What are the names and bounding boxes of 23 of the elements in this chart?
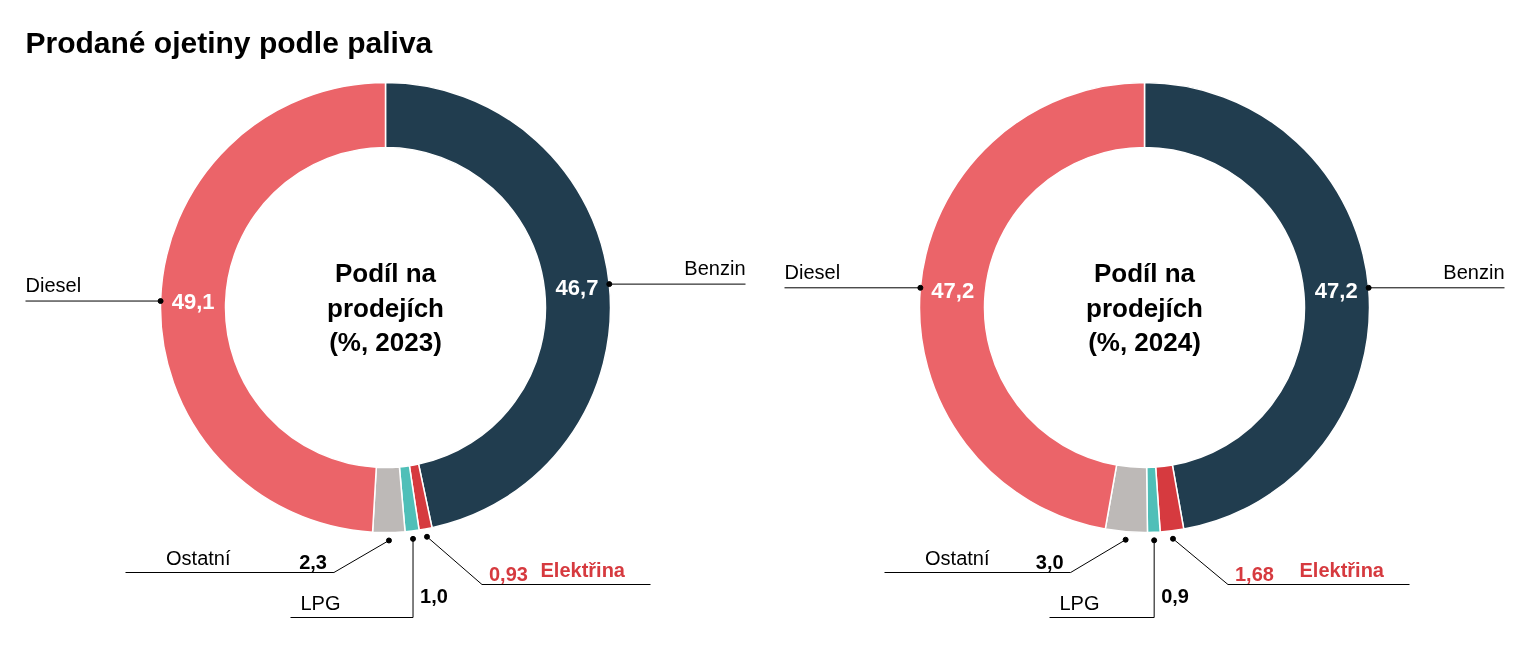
slice-label: Elektřina [1299,558,1385,581]
data-label: 0,9 [1161,584,1189,607]
text: Podíl na prodejích (%, 2023) [326,258,445,357]
slice-label: Benzin [684,257,746,280]
chart-title: Prodané ojetiny podle paliva [25,26,433,59]
data-label: 1,68 [1234,562,1274,585]
data-label: 47,2 [931,278,975,304]
data-label: 2,3 [299,550,327,573]
data-label: 3,0 [1035,550,1064,573]
slice-label: Diesel [784,260,841,283]
data-label: 47,2 [1314,278,1358,304]
data-label: 46,7 [555,274,599,300]
data-label: 49,1 [171,289,215,315]
slice-label: LPG [300,591,341,614]
slice-label: Ostatní [166,546,231,569]
slice-label: Diesel [25,274,82,297]
data-label: 0,93 [488,562,528,585]
text: Podíl na prodejích (%, 2024) [1085,258,1204,357]
slice-label: Elektřina [540,558,626,581]
slice-label: LPG [1059,591,1100,614]
slice-label: Benzin [1443,260,1505,283]
data-label: 1,0 [420,584,448,607]
slice-label: Ostatní [925,546,990,569]
